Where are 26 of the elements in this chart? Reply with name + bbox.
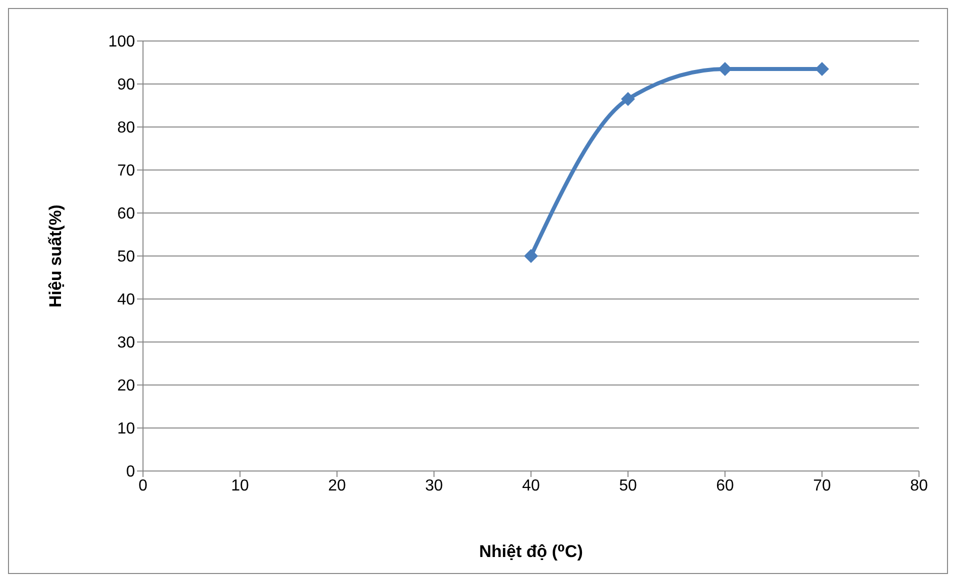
x-tick-label: 70 [813, 477, 831, 494]
x-axis-title: Nhiệt độ (⁰C) [479, 542, 583, 562]
y-tick-label: 100 [108, 34, 136, 51]
y-tick-label: 50 [117, 248, 136, 266]
x-tick-label: 10 [231, 477, 249, 494]
point [621, 92, 635, 106]
y-tick-label: 80 [117, 120, 136, 137]
y-tick-label: 70 [117, 162, 136, 180]
y-tick-label: 90 [117, 76, 136, 94]
y-tick-label: 0 [126, 464, 136, 481]
x-tick-label: 20 [328, 477, 346, 494]
x-tick-label: 30 [425, 477, 443, 494]
y-tick-label: 10 [117, 420, 136, 438]
point [718, 62, 732, 76]
x-tick-label: 0 [138, 477, 148, 494]
point [815, 62, 829, 76]
y-tick-label: 20 [117, 378, 136, 395]
x-tick-label: 50 [619, 477, 637, 494]
y-tick-label: 40 [117, 292, 136, 309]
y-tick-label: 60 [117, 206, 136, 223]
y-tick-label: 30 [117, 334, 136, 352]
x-tick-label: 80 [910, 477, 928, 494]
point [524, 249, 538, 263]
x-tick-label: 40 [522, 477, 540, 494]
y-axis-title: Hiệu suất(%) [46, 204, 66, 308]
x-tick-label: 60 [716, 477, 734, 494]
